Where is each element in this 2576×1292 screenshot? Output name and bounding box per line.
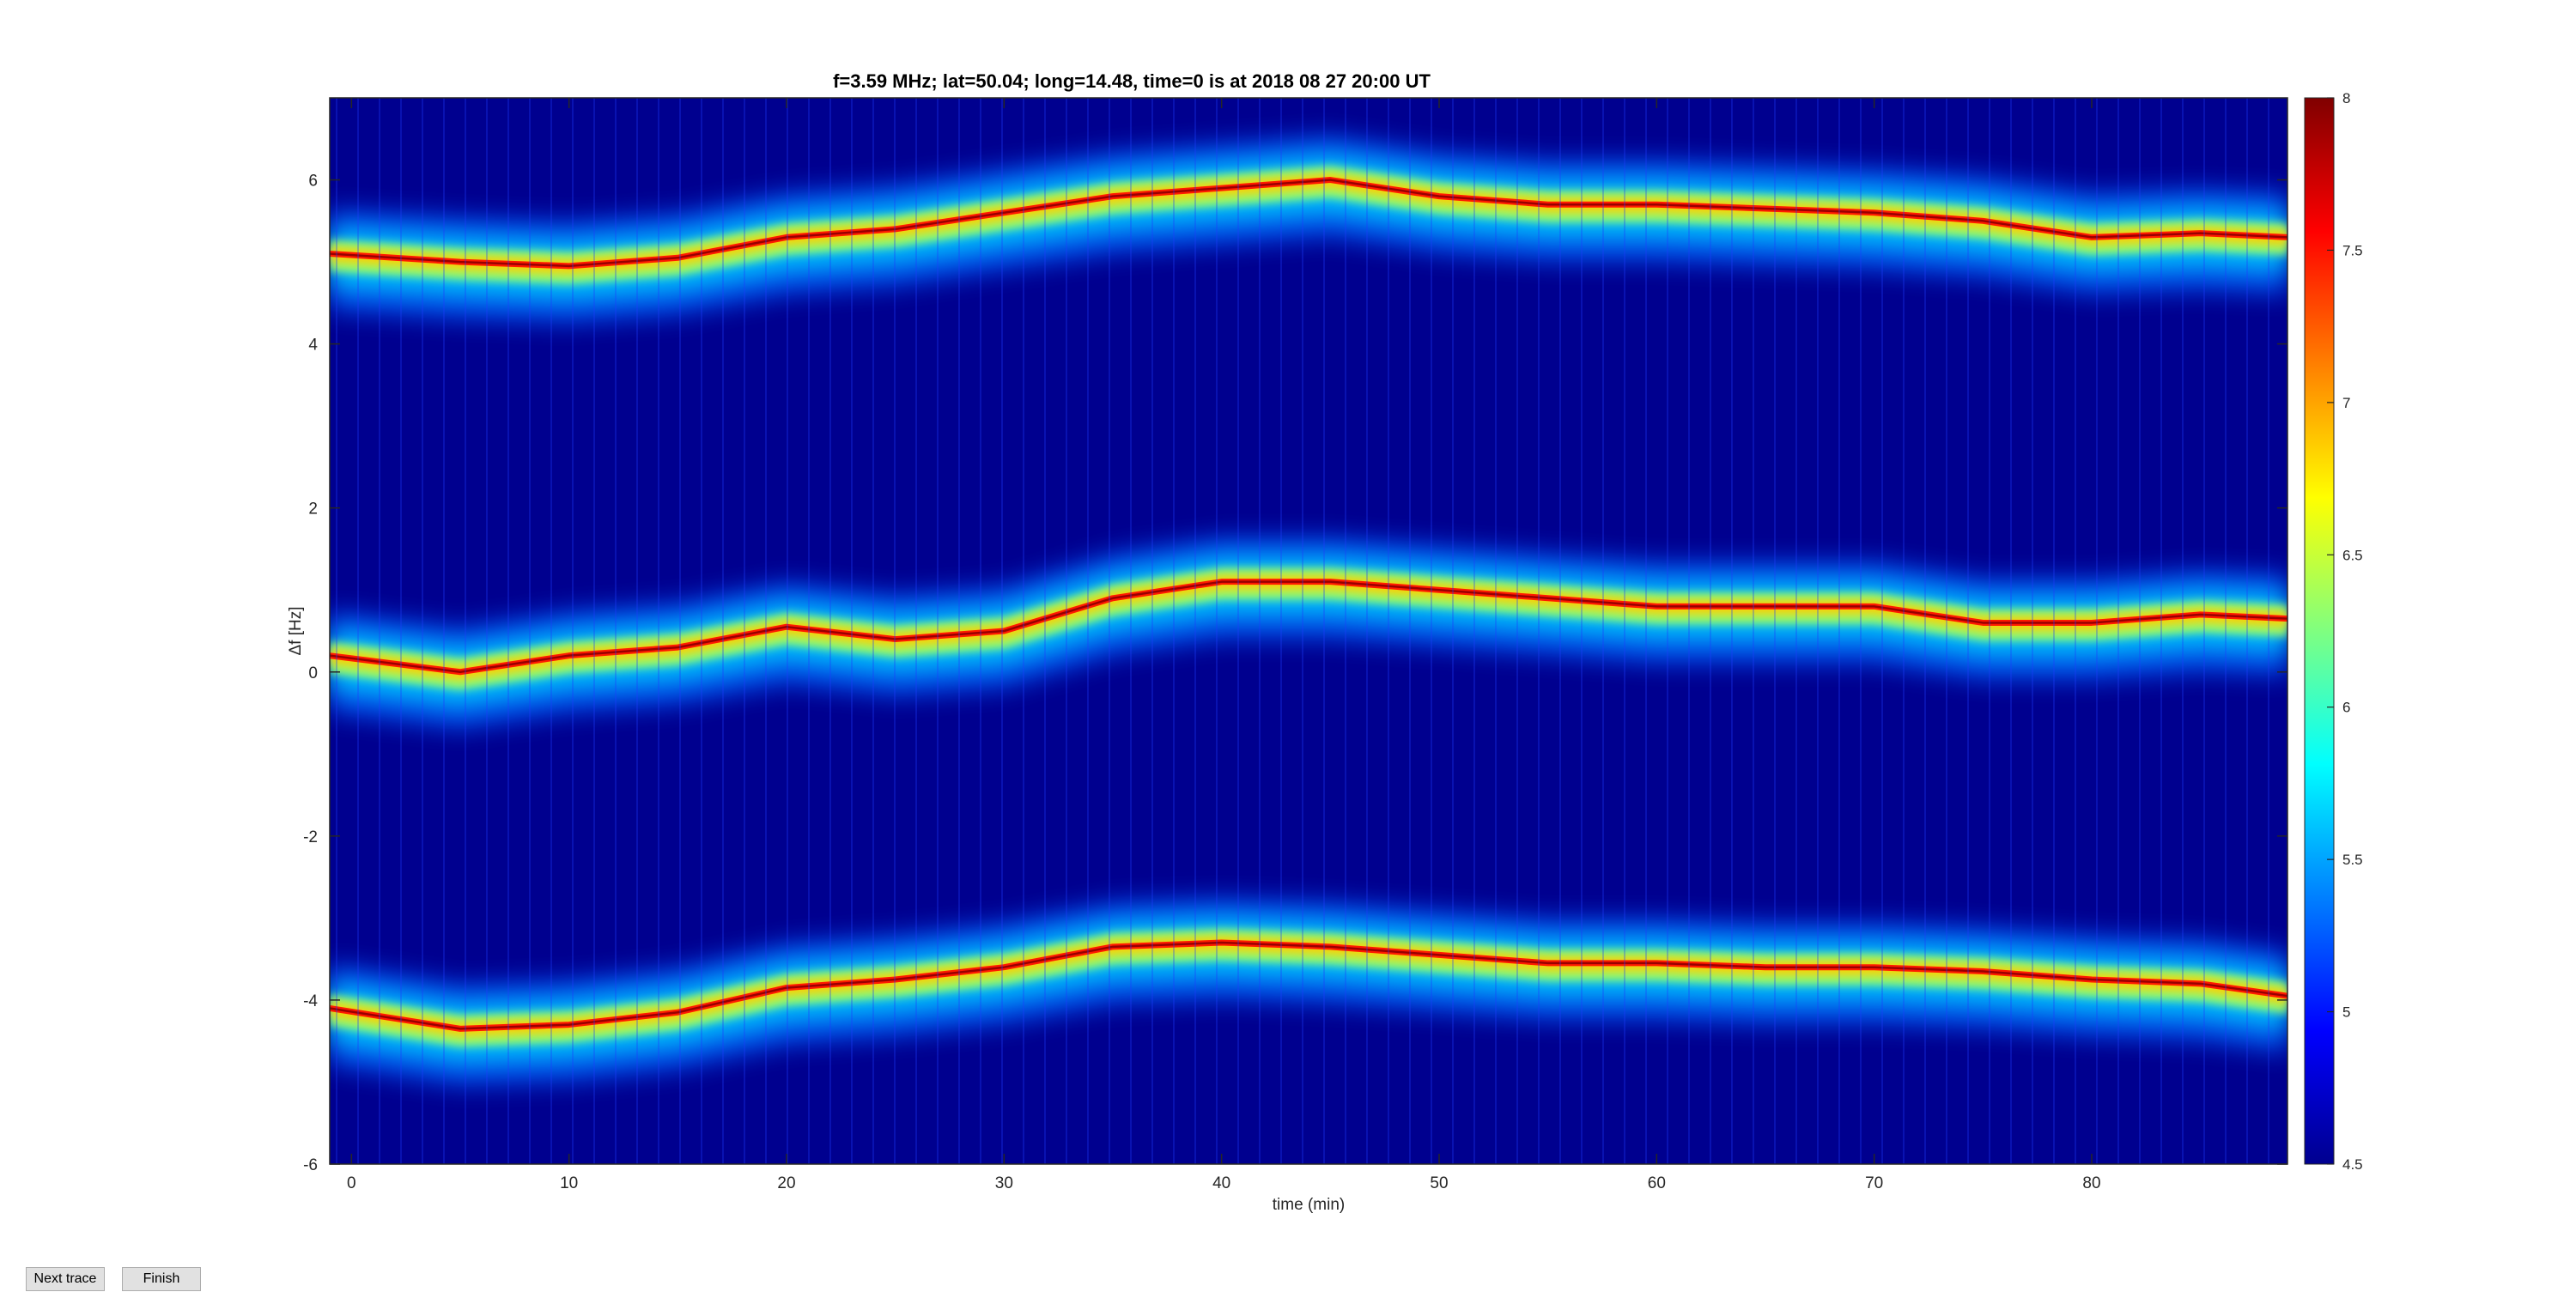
x-tick-label: 70 <box>1865 1174 1883 1192</box>
finish-button[interactable]: Finish <box>122 1267 201 1291</box>
trace-upper-halo <box>330 134 2287 324</box>
trace-middle-core <box>330 575 2287 681</box>
x-tick-label: 80 <box>2082 1174 2100 1192</box>
colorbar-tick-label: 5.5 <box>2342 852 2363 868</box>
x-tick-label: 0 <box>347 1174 356 1192</box>
colorbar-tick-label: 6 <box>2342 700 2350 716</box>
trace-upper-outer <box>330 155 2287 300</box>
trace-middle-mid <box>330 567 2287 690</box>
trace-lower-core <box>330 936 2287 1037</box>
plot-area <box>330 98 2287 1164</box>
colorbar-tick-label: 8 <box>2342 90 2350 106</box>
y-tick-label: 4 <box>308 337 318 355</box>
x-tick-label: 50 <box>1430 1174 1448 1192</box>
colorbar-tick-label: 5 <box>2342 1004 2350 1021</box>
y-tick-label: -6 <box>303 1156 318 1174</box>
trace-lower-mid <box>330 928 2287 1047</box>
x-tick-label: 40 <box>1212 1174 1230 1192</box>
x-axis: 0 10 20 30 40 50 60 70 80 <box>347 98 2101 1192</box>
y-tick-label: 6 <box>308 173 318 191</box>
colorbar-tick-label: 6.5 <box>2342 547 2363 563</box>
x-tick-label: 30 <box>995 1174 1013 1192</box>
chart-title: f=3.59 MHz; lat=50.04; long=14.48, time=… <box>833 70 1431 92</box>
colorbar-tick-label: 4.5 <box>2342 1156 2363 1173</box>
trace-upper-ridge <box>330 179 2287 268</box>
y-axis-label: Δf [Hz] <box>287 606 305 655</box>
colorbar: 8 7.5 7 6.5 6 5.5 5 4.5 <box>2304 90 2363 1173</box>
colorbar-gradient <box>2304 97 2335 1165</box>
y-tick-label: 2 <box>308 500 318 519</box>
x-tick-label: 20 <box>777 1174 795 1192</box>
next-trace-button[interactable]: Next trace <box>26 1267 105 1291</box>
x-tick-label: 10 <box>560 1174 578 1192</box>
x-axis-label: time (min) <box>1273 1196 1345 1214</box>
plot-frame <box>329 97 2288 1165</box>
colorbar-tick-label: 7.5 <box>2342 242 2363 258</box>
colorbar-tick-label: 7 <box>2342 395 2350 411</box>
trace-lower-ridge <box>330 941 2287 1030</box>
x-tick-label: 60 <box>1648 1174 1666 1192</box>
y-axis: -6 -4 -2 0 2 4 6 <box>303 173 2287 1174</box>
y-tick-label: -2 <box>303 828 318 846</box>
y-tick-label: -4 <box>303 992 318 1010</box>
trace-middle-ridge <box>330 580 2287 674</box>
y-tick-label: 0 <box>308 664 318 682</box>
